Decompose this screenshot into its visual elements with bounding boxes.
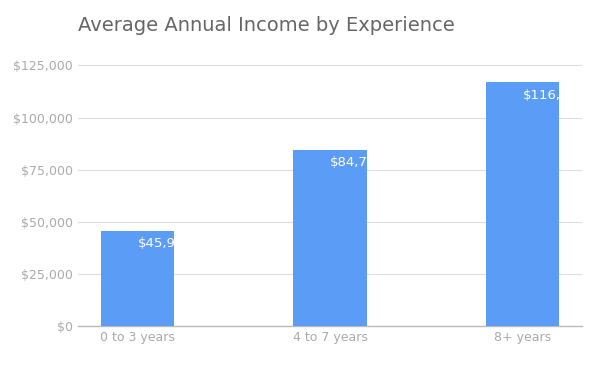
Bar [101, 230, 174, 326]
Text: $84,707: $84,707 [330, 156, 385, 169]
Text: Average Annual Income by Experience: Average Annual Income by Experience [78, 16, 455, 35]
Bar [486, 82, 559, 326]
Text: $45,952: $45,952 [137, 237, 193, 250]
Bar [293, 150, 367, 326]
Text: $116,867: $116,867 [523, 89, 586, 102]
